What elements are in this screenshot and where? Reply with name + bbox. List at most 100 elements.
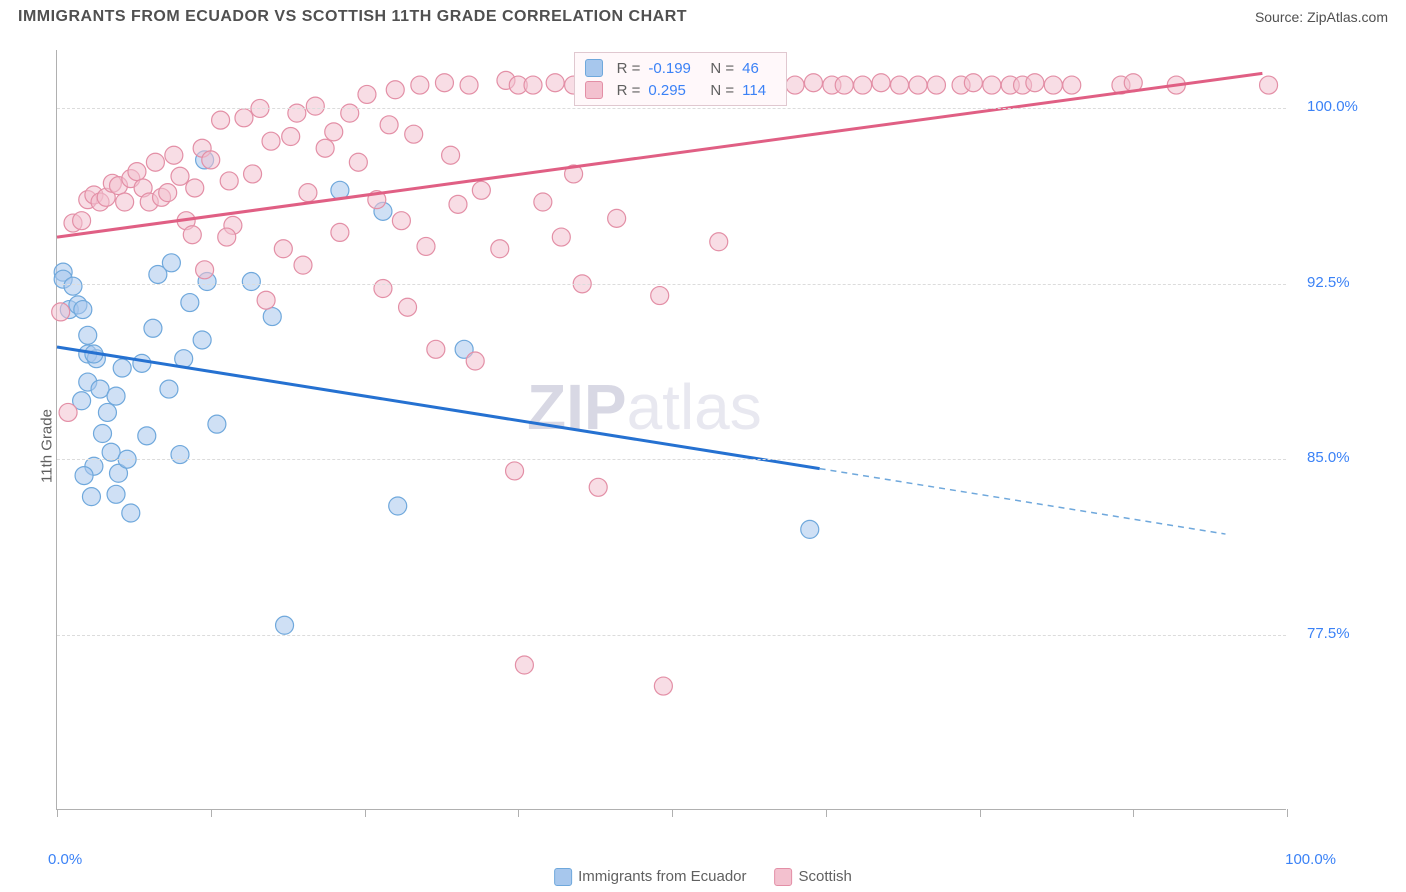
x-tick — [211, 809, 212, 817]
stat-r-label: R = — [617, 60, 641, 77]
scatter-point — [983, 76, 1001, 94]
stat-r-label: R = — [617, 82, 641, 99]
scatter-point — [389, 497, 407, 515]
scatter-point — [59, 403, 77, 421]
x-min-label: 0.0% — [48, 851, 82, 868]
scatter-point — [208, 415, 226, 433]
scatter-point — [1260, 76, 1278, 94]
scatter-point — [854, 76, 872, 94]
stats-row: R =0.295N =114 — [585, 79, 777, 101]
scatter-point — [331, 223, 349, 241]
gridline — [57, 108, 1286, 109]
scatter-point — [491, 240, 509, 258]
scatter-point — [964, 74, 982, 92]
trend-line-dashed — [820, 469, 1226, 534]
scatter-point — [801, 520, 819, 538]
scatter-point — [144, 319, 162, 337]
legend-label: Scottish — [799, 868, 852, 885]
scatter-point — [506, 462, 524, 480]
source-label: Source: ZipAtlas.com — [1255, 9, 1388, 25]
scatter-point — [107, 387, 125, 405]
x-tick — [1133, 809, 1134, 817]
y-tick-label: 77.5% — [1307, 625, 1350, 642]
scatter-point — [186, 179, 204, 197]
scatter-point — [220, 172, 238, 190]
scatter-point — [306, 97, 324, 115]
scatter-point — [159, 184, 177, 202]
chart-plot-area: ZIPatlas 77.5%85.0%92.5%100.0%R =-0.199N… — [56, 50, 1286, 810]
scatter-point — [113, 359, 131, 377]
legend-item: Immigrants from Ecuador — [554, 868, 746, 886]
scatter-point — [608, 209, 626, 227]
scatter-point — [651, 287, 669, 305]
chart-title: IMMIGRANTS FROM ECUADOR VS SCOTTISH 11TH… — [18, 8, 687, 26]
scatter-point — [392, 212, 410, 230]
scatter-point — [909, 76, 927, 94]
x-max-label: 100.0% — [1285, 851, 1336, 868]
x-tick — [518, 809, 519, 817]
scatter-point — [358, 85, 376, 103]
gridline — [57, 635, 1286, 636]
scatter-point — [183, 226, 201, 244]
stat-r-value: -0.199 — [648, 60, 702, 77]
scatter-point — [435, 74, 453, 92]
scatter-point — [64, 277, 82, 295]
scatter-point — [274, 240, 292, 258]
scatter-point — [654, 677, 672, 695]
legend-bottom: Immigrants from Ecuador Scottish — [554, 868, 852, 886]
scatter-point — [872, 74, 890, 92]
scatter-point — [171, 167, 189, 185]
legend-swatch — [585, 81, 603, 99]
scatter-point — [299, 184, 317, 202]
scatter-point — [374, 280, 392, 298]
scatter-point — [138, 427, 156, 445]
scatter-point — [325, 123, 343, 141]
scatter-point — [202, 151, 220, 169]
scatter-point — [835, 76, 853, 94]
scatter-point — [257, 291, 275, 309]
stat-r-value: 0.295 — [648, 82, 702, 99]
legend-item: Scottish — [775, 868, 852, 886]
scatter-point — [927, 76, 945, 94]
y-tick-label: 92.5% — [1307, 274, 1350, 291]
scatter-point — [98, 403, 116, 421]
scatter-point — [107, 485, 125, 503]
stats-box: R =-0.199N =46R =0.295N =114 — [574, 52, 788, 106]
scatter-point — [288, 104, 306, 122]
scatter-point — [73, 212, 91, 230]
scatter-point — [263, 308, 281, 326]
gridline — [57, 284, 1286, 285]
scatter-point — [212, 111, 230, 129]
scatter-point — [710, 233, 728, 251]
scatter-point — [546, 74, 564, 92]
scatter-point — [472, 181, 490, 199]
scatter-svg — [57, 50, 1286, 809]
scatter-point — [122, 504, 140, 522]
scatter-point — [262, 132, 280, 150]
scatter-point — [449, 195, 467, 213]
scatter-point — [466, 352, 484, 370]
scatter-point — [74, 301, 92, 319]
scatter-point — [116, 193, 134, 211]
scatter-point — [804, 74, 822, 92]
scatter-point — [411, 76, 429, 94]
scatter-point — [75, 467, 93, 485]
stat-n-label: N = — [710, 60, 734, 77]
stats-row: R =-0.199N =46 — [585, 57, 777, 79]
x-tick — [980, 809, 981, 817]
scatter-point — [82, 488, 100, 506]
scatter-point — [133, 354, 151, 372]
x-tick — [365, 809, 366, 817]
y-tick-label: 85.0% — [1307, 449, 1350, 466]
x-tick — [57, 809, 58, 817]
scatter-point — [417, 237, 435, 255]
scatter-point — [165, 146, 183, 164]
x-tick — [1287, 809, 1288, 817]
source-prefix: Source: — [1255, 9, 1307, 25]
legend-label: Immigrants from Ecuador — [578, 868, 746, 885]
scatter-point — [349, 153, 367, 171]
scatter-point — [405, 125, 423, 143]
scatter-point — [316, 139, 334, 157]
scatter-point — [552, 228, 570, 246]
scatter-point — [294, 256, 312, 274]
